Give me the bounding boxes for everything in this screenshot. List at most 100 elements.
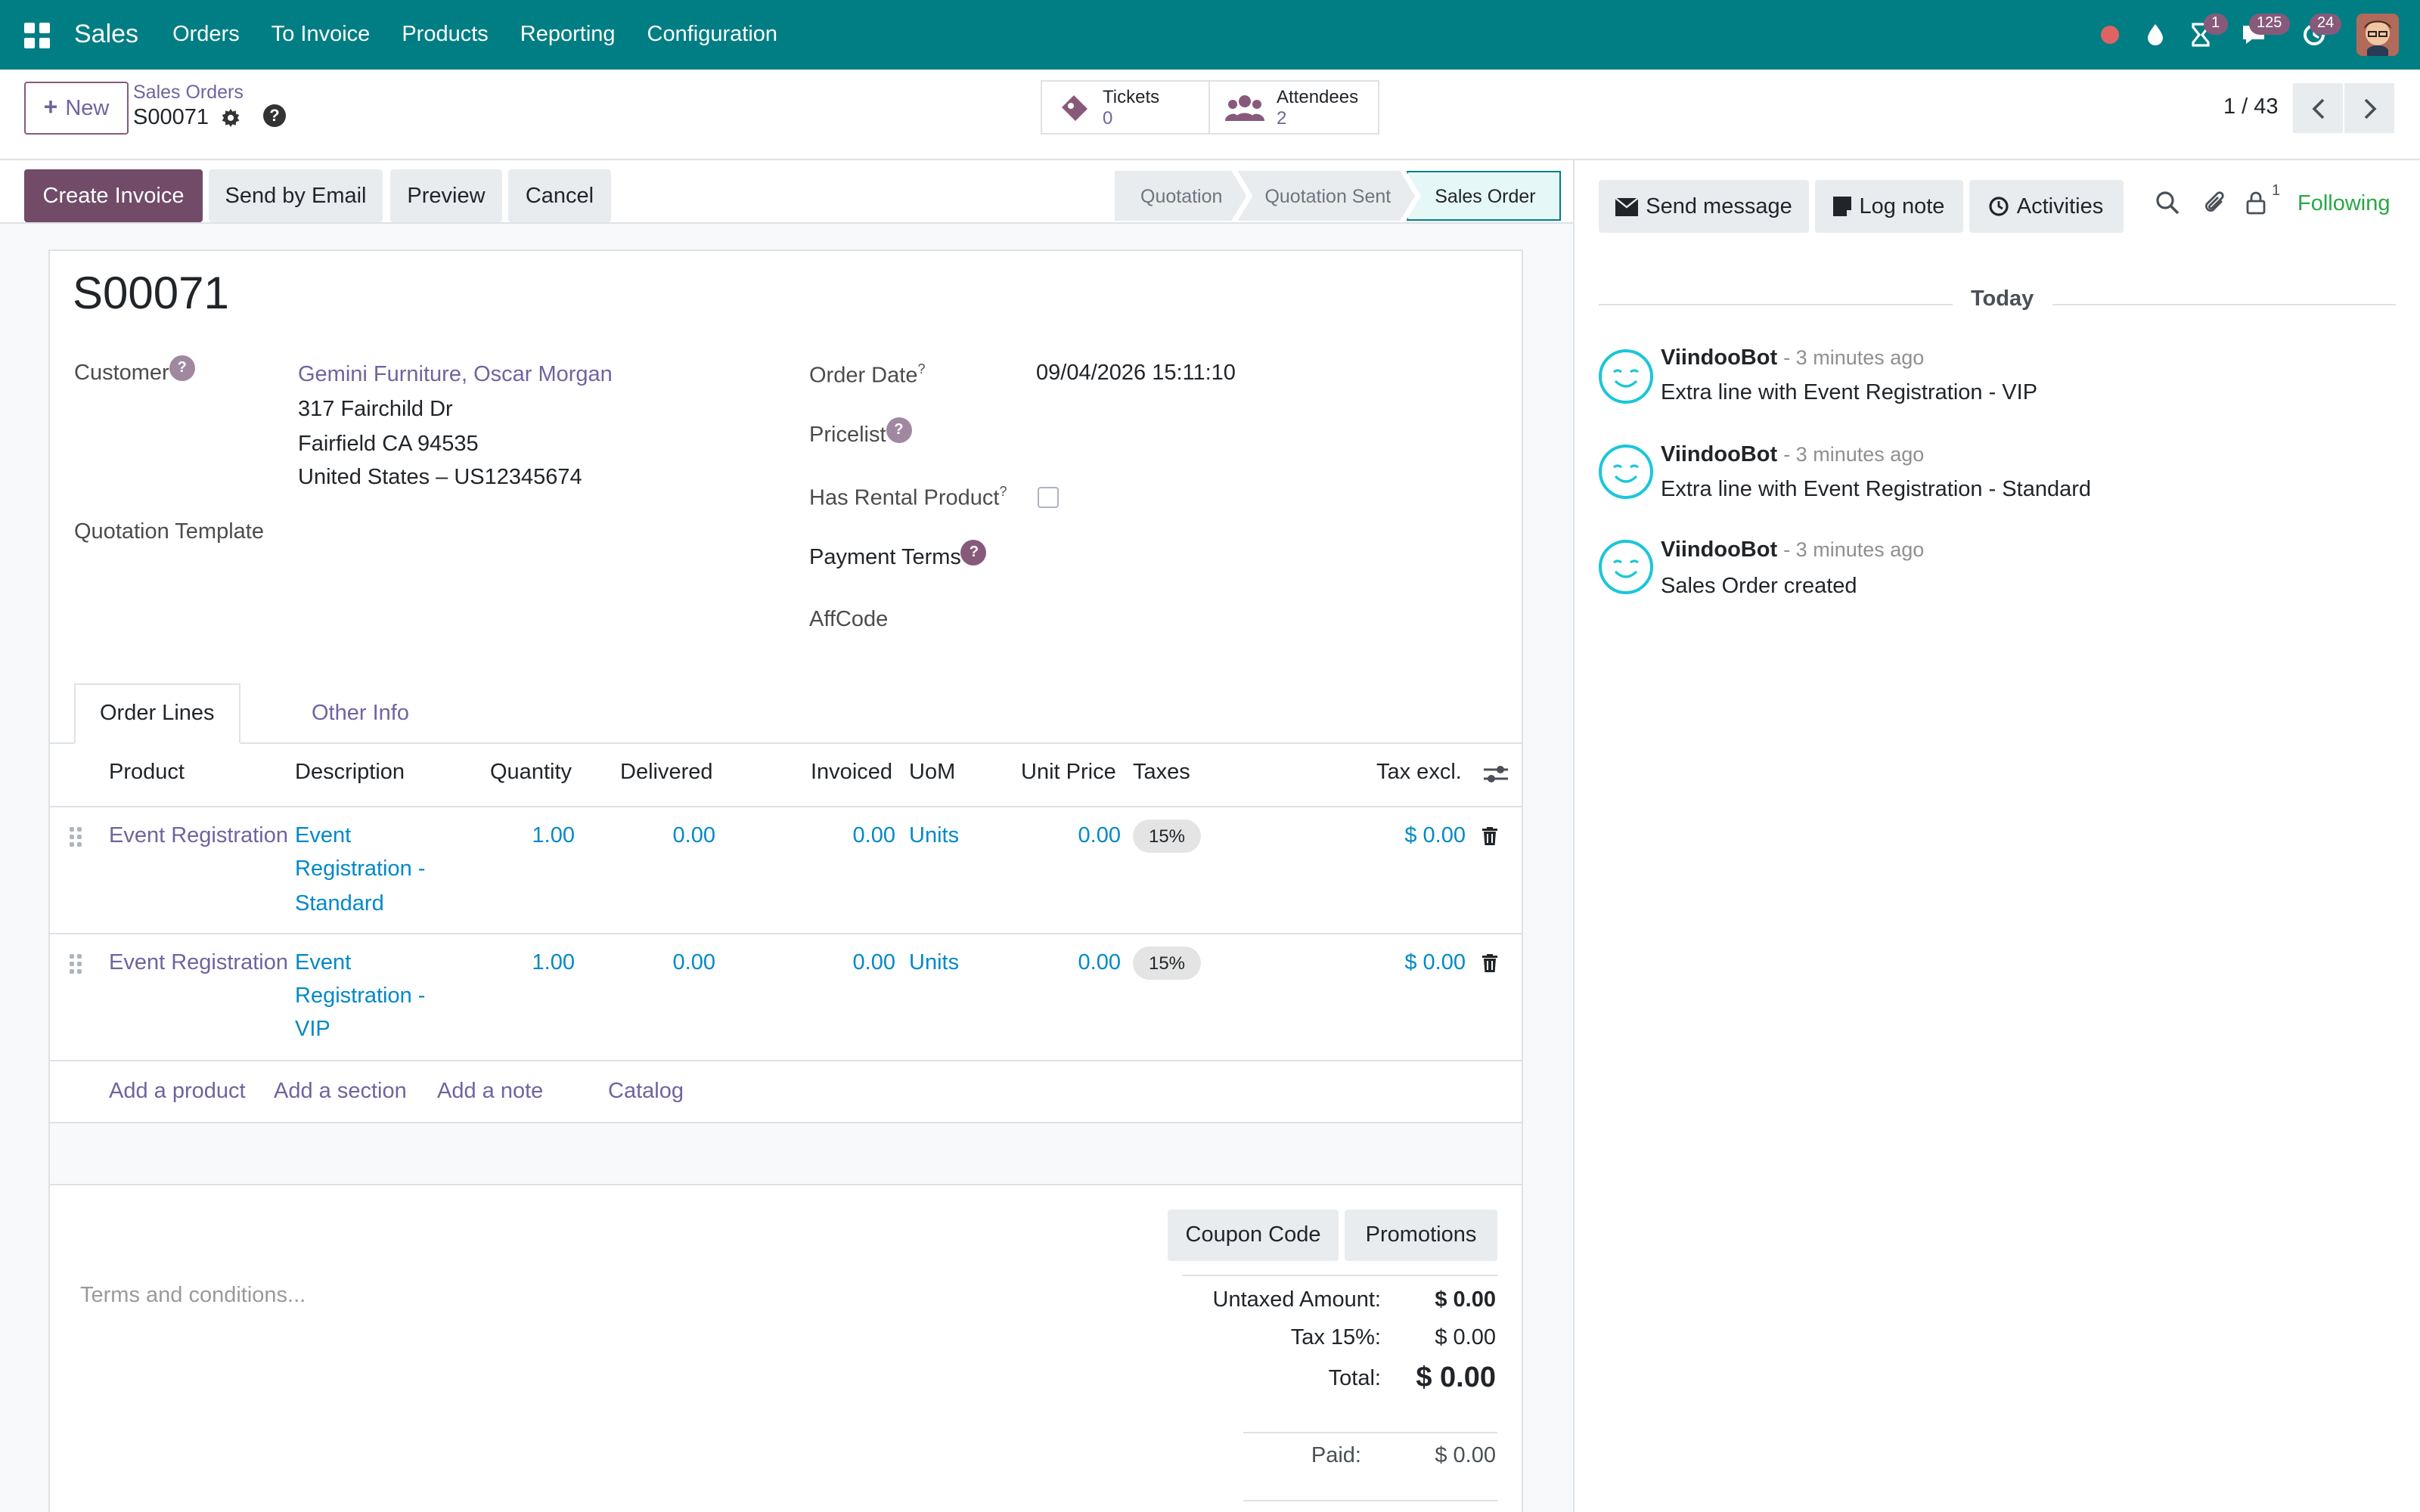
stage-quotation[interactable]: Quotation	[1115, 171, 1246, 221]
pager-value[interactable]: 1 / 43	[2223, 95, 2279, 119]
col-header-uom[interactable]: UoM	[909, 761, 956, 785]
customer-help-icon[interactable]: ?	[169, 355, 195, 381]
attendees-smart-button[interactable]: Attendees 2	[1210, 82, 1378, 133]
menu-to-invoice[interactable]: To Invoice	[271, 23, 371, 47]
top-navbar: Sales Orders To Invoice Products Reporti…	[0, 0, 2420, 70]
line-uom[interactable]: Units	[909, 824, 960, 848]
payment-terms-help-icon[interactable]: ?	[960, 540, 987, 565]
line-description-1[interactable]: Event	[295, 951, 352, 975]
create-invoice-button[interactable]: Create Invoice	[24, 169, 203, 222]
line-tax-tag[interactable]: 15%	[1133, 947, 1201, 980]
message-author[interactable]: ViindooBot - 3 minutes ago	[1661, 346, 1924, 370]
line-unit-price[interactable]: 0.00	[1078, 824, 1121, 848]
cancel-button[interactable]: Cancel	[508, 169, 611, 222]
line-product[interactable]: Event Registration	[109, 951, 288, 975]
send-by-email-button[interactable]: Send by Email	[209, 169, 383, 222]
updates-icon[interactable]: 24	[2284, 0, 2344, 70]
user-avatar[interactable]	[2356, 14, 2399, 56]
tickets-smart-button[interactable]: Tickets 0	[1042, 82, 1210, 133]
line-quantity[interactable]: 1.00	[532, 951, 575, 975]
new-button[interactable]: + New	[24, 82, 129, 135]
stage-sales-order[interactable]: Sales Order	[1406, 171, 1562, 221]
gear-icon[interactable]	[221, 108, 240, 128]
coupon-code-button[interactable]: Coupon Code	[1168, 1210, 1339, 1261]
promotions-button[interactable]: Promotions	[1345, 1210, 1497, 1261]
stage-pipeline: Quotation Quotation Sent Sales Order	[1115, 171, 1562, 221]
drag-handle-icon[interactable]	[70, 954, 82, 974]
col-header-tax-excl[interactable]: Tax excl.	[1376, 761, 1462, 785]
order-date-help-mark[interactable]: ?	[917, 361, 926, 376]
line-unit-price[interactable]: 0.00	[1078, 951, 1121, 975]
pricelist-label: Pricelist?	[809, 417, 912, 448]
bot-avatar-icon[interactable]	[1599, 540, 1653, 594]
bot-avatar-icon[interactable]	[1599, 349, 1653, 404]
has-rental-help-mark[interactable]: ?	[999, 484, 1007, 499]
line-invoiced[interactable]: 0.00	[852, 824, 895, 848]
app-brand[interactable]: Sales	[74, 20, 139, 48]
message-author[interactable]: ViindooBot - 3 minutes ago	[1661, 443, 1924, 467]
help-icon[interactable]: ?	[263, 104, 286, 127]
breadcrumb-sales-orders[interactable]: Sales Orders	[133, 82, 244, 103]
col-header-delivered[interactable]: Delivered	[620, 761, 713, 785]
line-invoiced[interactable]: 0.00	[852, 951, 895, 975]
trash-icon[interactable]	[1482, 827, 1497, 845]
pager-previous-button[interactable]	[2293, 83, 2343, 133]
terms-and-conditions-input[interactable]: Terms and conditions...	[80, 1284, 306, 1308]
apps-menu-icon[interactable]	[20, 18, 53, 51]
activities-button[interactable]: Activities	[1969, 180, 2124, 233]
followers-count[interactable]: 1	[2272, 183, 2281, 200]
line-description-1[interactable]: Event	[295, 824, 352, 848]
col-header-invoiced[interactable]: Invoiced	[811, 761, 893, 785]
order-date-value[interactable]: 09/04/2026 15:11:10	[1036, 361, 1236, 386]
line-quantity[interactable]: 1.00	[532, 824, 575, 848]
col-header-description[interactable]: Description	[295, 761, 405, 785]
row-separator	[50, 933, 1522, 934]
col-header-taxes[interactable]: Taxes	[1133, 761, 1190, 785]
following-button[interactable]: Following	[2297, 192, 2391, 216]
menu-configuration[interactable]: Configuration	[647, 23, 778, 47]
tab-order-lines[interactable]: Order Lines	[74, 683, 240, 744]
col-header-quantity[interactable]: Quantity	[490, 761, 572, 785]
paperclip-icon[interactable]	[2202, 191, 2226, 216]
line-description-2[interactable]: Registration -	[295, 857, 426, 881]
column-settings-icon[interactable]	[1484, 764, 1508, 785]
col-header-product[interactable]: Product	[109, 761, 185, 785]
line-product[interactable]: Event Registration	[109, 824, 288, 848]
droplet-icon[interactable]	[2133, 0, 2178, 70]
message-author[interactable]: ViindooBot - 3 minutes ago	[1661, 538, 1924, 562]
line-description-3[interactable]: VIP	[295, 1018, 330, 1042]
line-uom[interactable]: Units	[909, 951, 960, 975]
menu-products[interactable]: Products	[402, 23, 489, 47]
table-footer	[50, 1123, 1522, 1184]
customer-name[interactable]: Gemini Furniture, Oscar Morgan	[298, 363, 613, 387]
line-delivered[interactable]: 0.00	[672, 951, 715, 975]
menu-reporting[interactable]: Reporting	[520, 23, 616, 47]
messages-icon[interactable]: 125	[2223, 0, 2290, 70]
line-description-2[interactable]: Registration -	[295, 984, 426, 1009]
add-note-link[interactable]: Add a note	[437, 1080, 544, 1104]
pager-next-button[interactable]	[2344, 83, 2394, 133]
has-rental-checkbox[interactable]	[1038, 487, 1059, 508]
search-icon[interactable]	[2155, 191, 2180, 215]
add-product-link[interactable]: Add a product	[109, 1080, 246, 1104]
col-header-unit-price[interactable]: Unit Price	[1021, 761, 1116, 785]
bot-avatar-icon[interactable]	[1599, 445, 1653, 499]
menu-orders[interactable]: Orders	[172, 23, 240, 47]
log-note-button[interactable]: Log note	[1815, 180, 1963, 233]
preview-button[interactable]: Preview	[390, 169, 502, 222]
line-subtotal: $ 0.00	[1404, 951, 1466, 975]
recording-dot-icon[interactable]	[2087, 0, 2133, 70]
stage-quotation-sent[interactable]: Quotation Sent	[1237, 171, 1415, 221]
line-delivered[interactable]: 0.00	[672, 824, 715, 848]
drag-handle-icon[interactable]	[70, 827, 82, 847]
send-message-button[interactable]: Send message	[1599, 180, 1809, 233]
line-description-3[interactable]: Standard	[295, 892, 384, 916]
line-tax-tag[interactable]: 15%	[1133, 820, 1201, 853]
add-section-link[interactable]: Add a section	[274, 1080, 407, 1104]
activity-hourglass-icon[interactable]: 1	[2178, 0, 2228, 70]
lock-icon[interactable]	[2246, 191, 2266, 215]
trash-icon[interactable]	[1482, 954, 1497, 972]
tab-other-info[interactable]: Other Info	[312, 702, 409, 726]
catalog-link[interactable]: Catalog	[608, 1080, 684, 1104]
pricelist-help-icon[interactable]: ?	[886, 417, 912, 443]
